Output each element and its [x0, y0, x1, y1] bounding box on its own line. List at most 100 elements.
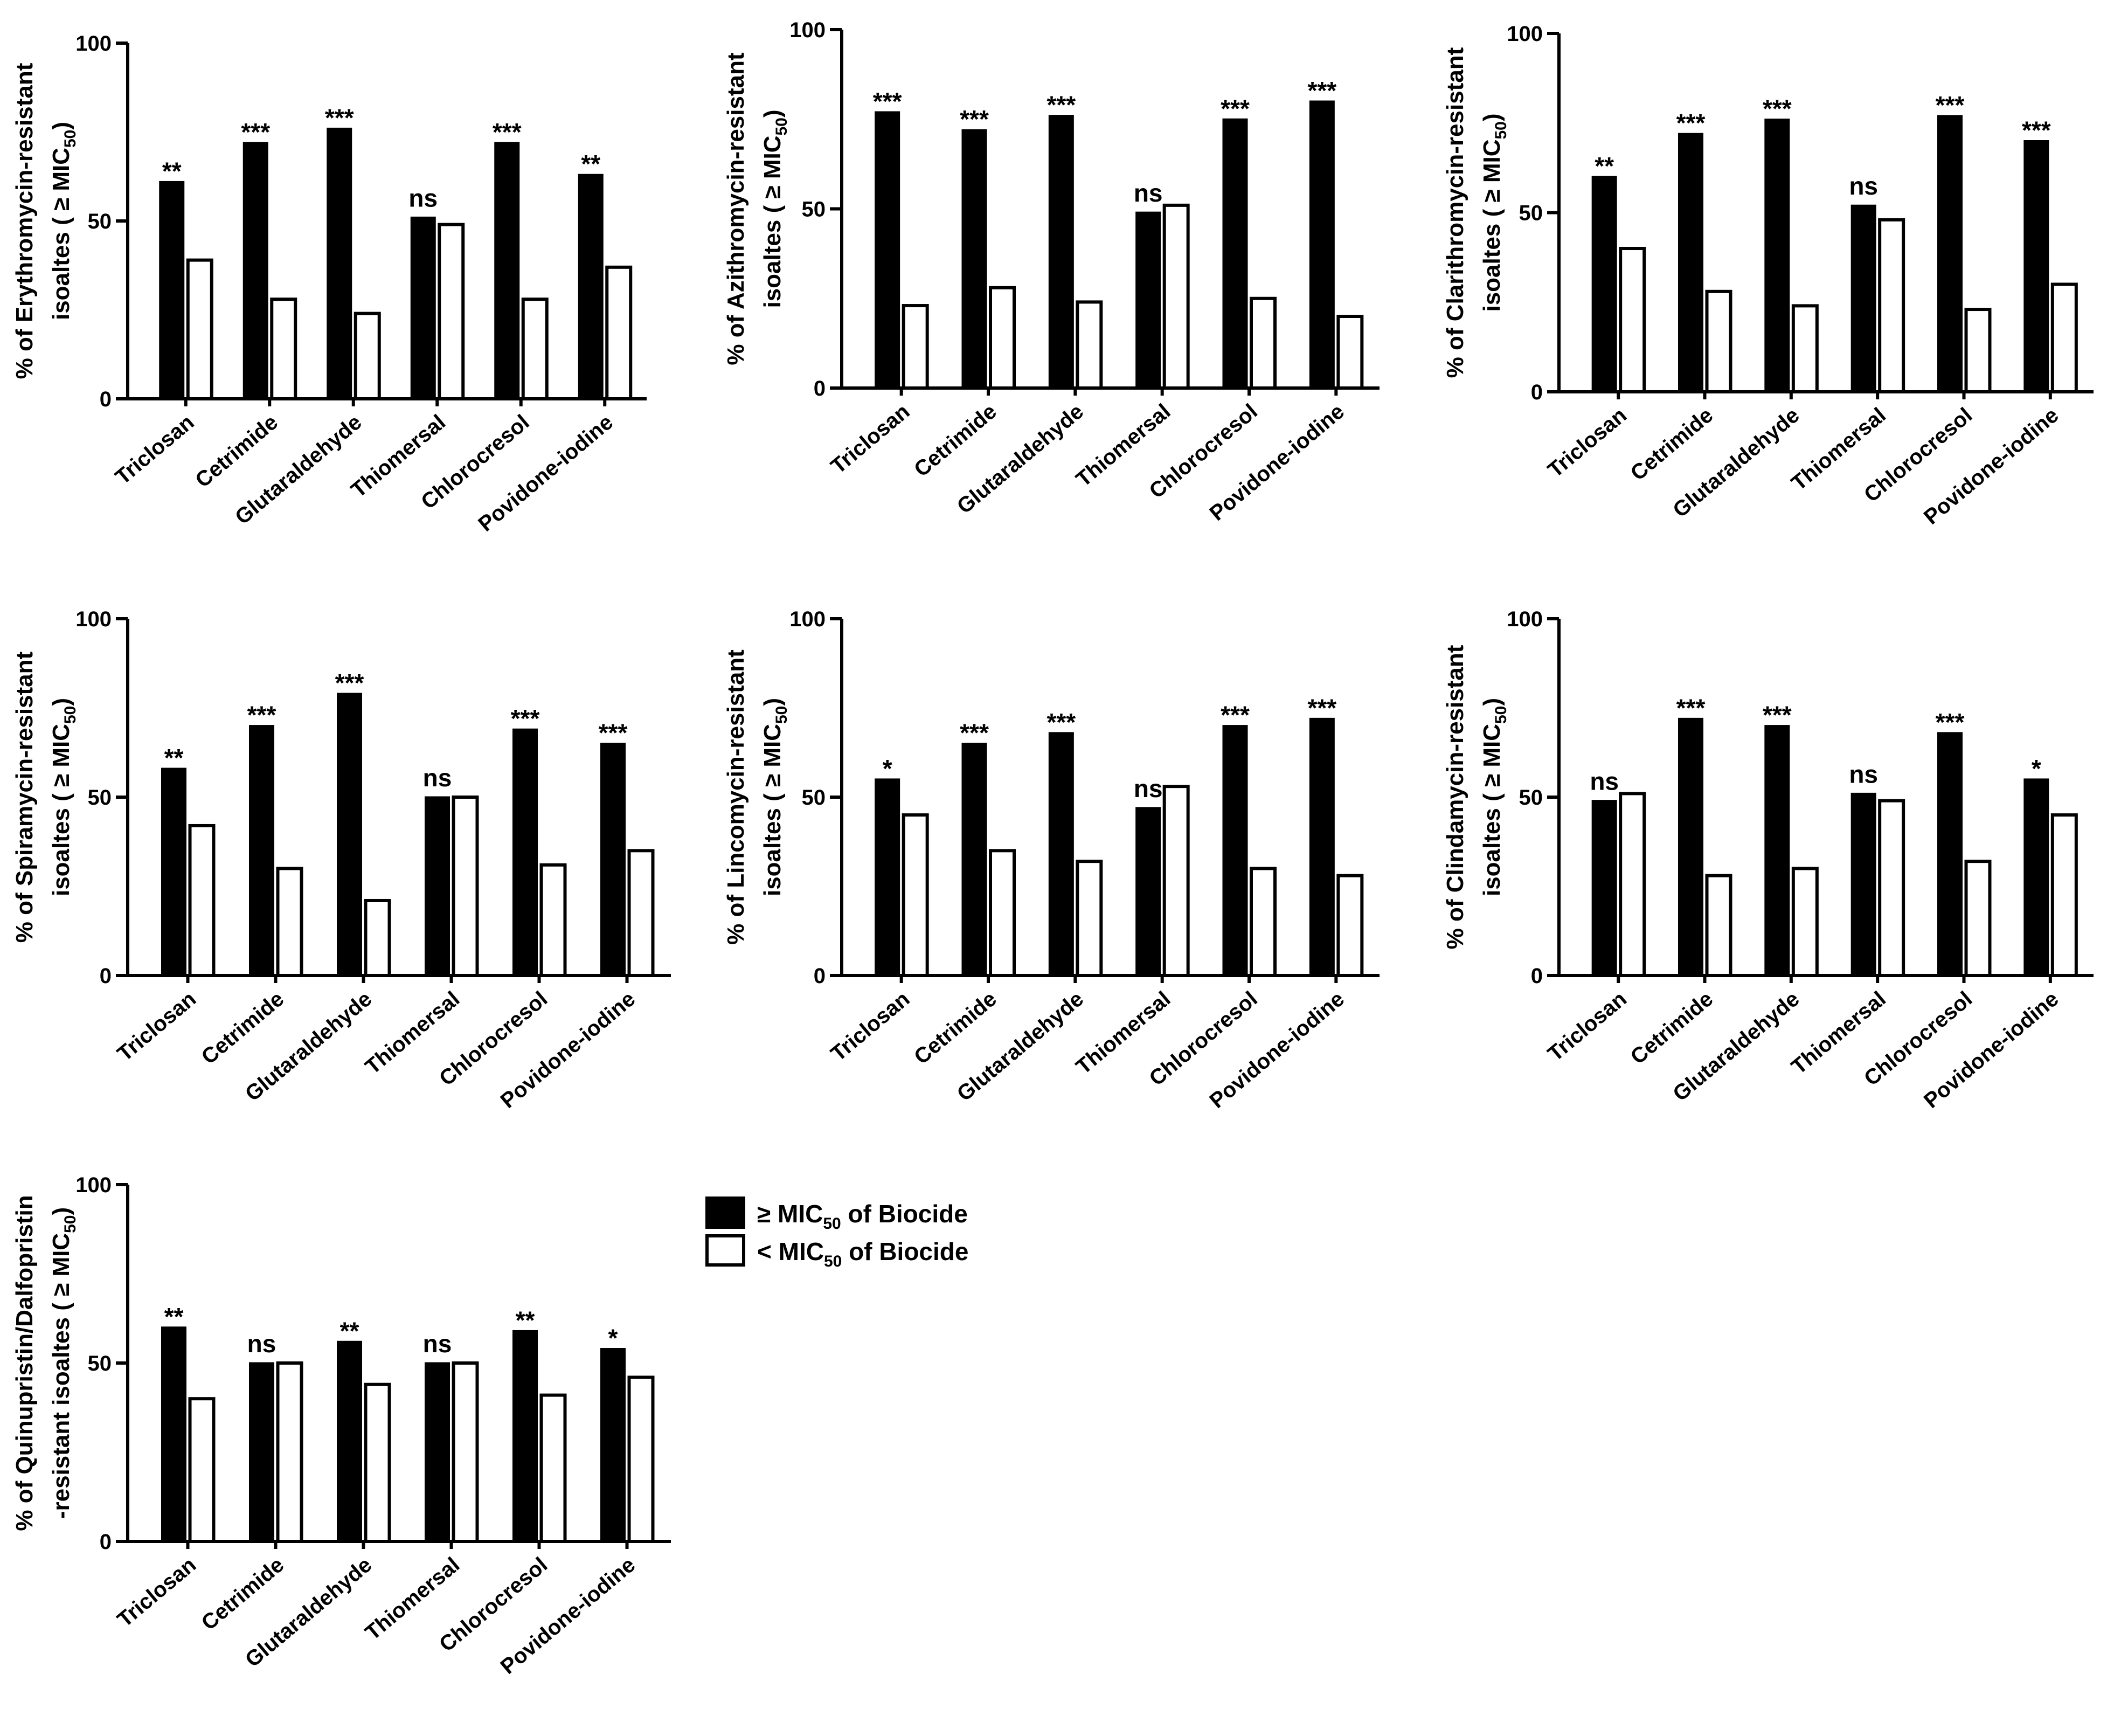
x-tick-label-1: Triclosan — [113, 1553, 200, 1632]
y-tick-label-1: 0 — [814, 377, 826, 400]
bar-above-mic50-5 — [494, 142, 520, 400]
significance-label-5: *** — [511, 704, 540, 732]
significance-label-4: ns — [1134, 774, 1163, 803]
significance-label-2: *** — [241, 118, 270, 146]
y-axis-label-line-1: % of Lincomycin-resistant — [723, 649, 749, 945]
bar-below-mic50-2 — [276, 1361, 303, 1543]
legend-swatch-filled — [705, 1196, 745, 1229]
significance-label-4: ns — [423, 764, 452, 792]
bar-above-mic50-1 — [161, 767, 186, 977]
y-tick-label-2: 50 — [1519, 202, 1543, 225]
y-tick-label-2: 50 — [88, 1352, 112, 1375]
y-axis-label-line-1: % of Erythromycin-resistant — [11, 63, 38, 379]
bar-below-mic50-5 — [521, 298, 549, 401]
x-tick-label-1: Triclosan — [111, 410, 199, 489]
x-tick-label-2: Cetrimide — [197, 1553, 289, 1635]
bar-above-mic50-3 — [1764, 725, 1790, 977]
bar-below-mic50-3 — [354, 312, 381, 400]
bar-above-mic50-4 — [1850, 204, 1876, 393]
y-axis-label-line-2: isoaltes ( ≥ MIC50) — [759, 109, 791, 308]
bar-below-mic50-1 — [902, 813, 929, 977]
y-tick-label-2: 50 — [88, 786, 112, 810]
significance-label-4: ns — [1134, 179, 1163, 207]
x-tick-label-2: Cetrimide — [910, 987, 1001, 1069]
bar-above-mic50-6 — [1309, 100, 1335, 389]
bar-above-mic50-4 — [1850, 792, 1876, 977]
y-tick-label-3: 100 — [1507, 607, 1543, 631]
significance-label-1: ** — [164, 1303, 184, 1331]
bar-above-mic50-3 — [327, 127, 352, 400]
bar-below-mic50-6 — [627, 849, 655, 978]
bar-below-mic50-4 — [452, 1361, 479, 1543]
bar-below-mic50-3 — [1791, 867, 1819, 978]
significance-label-3: *** — [1046, 91, 1076, 119]
significance-label-5: *** — [1936, 91, 1965, 119]
significance-label-2: ns — [247, 1330, 276, 1358]
bar-below-mic50-3 — [1076, 860, 1103, 978]
significance-label-4: ns — [1849, 172, 1878, 200]
bar-below-mic50-6 — [2050, 813, 2078, 977]
chart-panel-3: **Triclosan***Cetrimide***Glutaraldehyde… — [1442, 22, 2094, 529]
bar-below-mic50-4 — [438, 223, 465, 400]
x-tick-label-1: Triclosan — [1543, 987, 1631, 1066]
significance-label-6: * — [608, 1324, 618, 1352]
bar-below-mic50-3 — [364, 898, 391, 977]
bar-above-mic50-3 — [337, 693, 362, 977]
y-tick-label-3: 100 — [789, 18, 826, 42]
significance-label-2: *** — [1676, 694, 1706, 722]
bar-below-mic50-3 — [1791, 304, 1819, 394]
y-tick-label-1: 0 — [100, 388, 112, 411]
bar-below-mic50-5 — [539, 1393, 567, 1544]
bar-below-mic50-5 — [1964, 860, 1992, 978]
y-tick-label-2: 50 — [802, 198, 826, 222]
y-tick-label-1: 0 — [814, 964, 826, 988]
significance-label-6: * — [2032, 755, 2041, 783]
bar-above-mic50-5 — [1937, 115, 1963, 393]
significance-label-2: *** — [1676, 109, 1706, 137]
bar-above-mic50-3 — [1048, 732, 1074, 977]
chart-panel-5: *Triclosan***Cetrimide***Glutaraldehyden… — [723, 607, 1380, 1113]
y-tick-label-2: 50 — [88, 210, 112, 233]
y-axis-label-line-2: isoaltes ( ≥ MIC50) — [1479, 698, 1510, 896]
significance-label-6: *** — [1307, 694, 1336, 722]
chart-panel-2: ***Triclosan***Cetrimide***Glutaraldehyd… — [723, 18, 1380, 525]
bar-above-mic50-2 — [242, 142, 268, 400]
bar-above-mic50-2 — [249, 725, 274, 977]
y-axis-label-line-2: isoaltes ( ≥ MIC50) — [1479, 113, 1510, 312]
significance-label-5: *** — [1221, 94, 1250, 122]
y-axis-label-line-2: isoaltes ( ≥ MIC50) — [48, 122, 79, 320]
y-tick-label-1: 0 — [1531, 964, 1543, 988]
bar-above-mic50-5 — [512, 1330, 538, 1543]
y-tick-label-2: 50 — [802, 786, 826, 810]
bar-below-mic50-1 — [188, 1397, 216, 1543]
bar-above-mic50-1 — [159, 181, 185, 400]
bar-above-mic50-6 — [578, 174, 604, 400]
bar-below-mic50-3 — [364, 1382, 391, 1543]
bar-below-mic50-1 — [902, 304, 929, 390]
bar-above-mic50-2 — [249, 1362, 274, 1543]
bar-above-mic50-5 — [1222, 118, 1248, 389]
x-tick-label-2: Cetrimide — [1626, 987, 1718, 1069]
significance-label-4: ns — [423, 1330, 452, 1358]
bar-above-mic50-5 — [1222, 725, 1248, 977]
bar-below-mic50-1 — [1619, 792, 1646, 977]
bar-above-mic50-2 — [1678, 133, 1703, 393]
bar-below-mic50-2 — [989, 286, 1016, 390]
significance-label-1: ns — [1590, 767, 1619, 796]
legend: ≥ MIC50 of Biocide < MIC50 of Biocide — [705, 1196, 968, 1270]
significance-label-1: *** — [873, 87, 902, 115]
significance-label-1: ** — [162, 157, 182, 185]
bar-above-mic50-3 — [1764, 119, 1790, 393]
bar-above-mic50-1 — [161, 1326, 186, 1543]
bar-below-mic50-4 — [1162, 203, 1190, 390]
bar-below-mic50-5 — [539, 863, 567, 978]
y-axis-label-line-1: % of Quinupristin/Dalfopristin — [11, 1195, 38, 1531]
significance-label-6: ** — [581, 150, 600, 178]
bar-above-mic50-4 — [1135, 807, 1161, 977]
y-tick-label-3: 100 — [1507, 22, 1543, 46]
significance-label-3: *** — [1763, 95, 1792, 123]
bar-above-mic50-2 — [1678, 717, 1703, 977]
legend-swatch-open — [705, 1234, 745, 1267]
x-tick-label-2: Cetrimide — [910, 399, 1001, 481]
x-tick-label-2: Cetrimide — [1626, 403, 1718, 485]
